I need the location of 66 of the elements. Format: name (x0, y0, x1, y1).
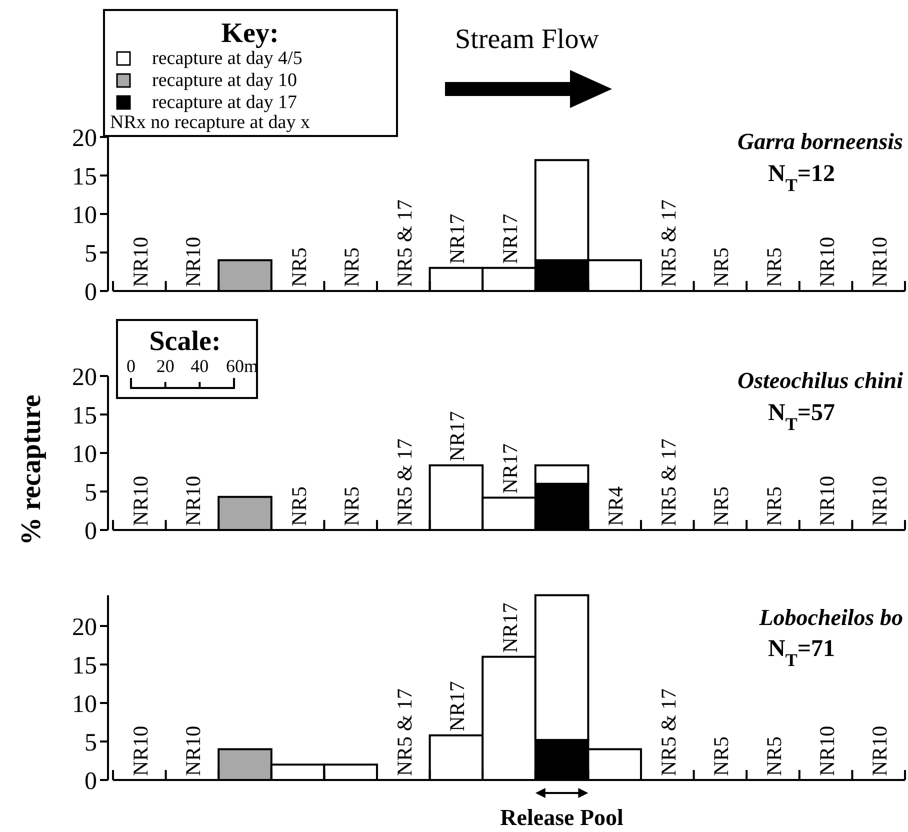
text: NR5 (762, 486, 786, 526)
y-tick-label: 0 (84, 518, 97, 545)
text: NR5 & 17 (656, 688, 680, 776)
legend-label: recapture at day 10 (152, 70, 298, 91)
y-tick-label: 0 (84, 768, 97, 795)
y-tick-label: 15 (72, 402, 97, 430)
y-tick-label: 5 (84, 479, 97, 506)
data-label: NR17 (498, 443, 522, 494)
text: N$_{T}$=71 (768, 636, 836, 670)
y-axis-title: % recapture (16, 394, 47, 546)
text: NR10 (868, 476, 892, 526)
data-label: NR17 (498, 602, 522, 653)
text: NR10 (814, 236, 839, 287)
x-tick-label: Release Pool (500, 805, 624, 830)
text: NR10 (868, 236, 892, 287)
text: NR4 (604, 486, 628, 526)
text: Stream Flow (455, 24, 600, 55)
y-tick-label: 5 (84, 729, 97, 756)
text: NRx no recapture at day x (110, 112, 310, 133)
data-label: NR17 (445, 681, 470, 732)
legend-label: recapture at day 17 (152, 92, 298, 113)
text: NR10 (181, 726, 206, 776)
text: NR5 (340, 486, 364, 526)
annotation: 0 20 40 60m (126, 356, 258, 376)
chart-title: Lobocheilos bo (758, 605, 903, 630)
y-tick-label: 15 (72, 163, 97, 190)
text: Scale: (149, 326, 221, 357)
text: N$_{T}$=12 (768, 161, 836, 195)
legend-title: Key: (221, 18, 279, 49)
y-tick-label: 10 (72, 202, 97, 229)
text: NR5 (286, 486, 311, 526)
legend-label: recapture at day 4/5 (152, 48, 302, 69)
text: NR5 & 17 (656, 438, 680, 526)
y-tick-label: 0 (84, 278, 97, 306)
y-tick-label: 10 (72, 440, 97, 468)
text: NR10 (128, 236, 152, 287)
text: NR5 (709, 736, 734, 776)
text: NR5 (762, 736, 786, 776)
text: NR5 (709, 247, 734, 287)
text: NR10 (814, 726, 839, 776)
y-tick-label: 15 (72, 652, 97, 680)
text: NR5 & 17 (392, 438, 416, 526)
chart-title: Osteochilus chini (737, 368, 904, 393)
text: NR10 (181, 236, 206, 287)
text: NR5 & 17 (392, 688, 416, 776)
data-label: NR17 (445, 214, 470, 264)
text: NR10 (128, 726, 152, 776)
y-tick-label: 20 (72, 364, 97, 391)
text: N$_{T}$=57 (768, 400, 836, 434)
text: NR10 (814, 476, 839, 526)
y-tick-label: 20 (72, 614, 97, 641)
text: NR10 (181, 476, 206, 526)
y-tick-label: 20 (72, 124, 97, 152)
text: NR5 (709, 486, 734, 526)
text: NR10 (128, 476, 152, 526)
data-label: NR17 (445, 411, 470, 462)
y-tick-label: 10 (72, 690, 97, 718)
text: NR5 & 17 (392, 199, 416, 287)
y-tick-label: 5 (84, 240, 97, 268)
data-label: NR17 (498, 214, 522, 264)
text: NR5 (340, 247, 364, 287)
text: NR5 (286, 247, 311, 287)
text: NR10 (868, 726, 892, 776)
text: NR5 (762, 247, 786, 287)
chart-title: Garra borneensis (737, 129, 904, 154)
text: NR5 & 17 (656, 199, 680, 287)
